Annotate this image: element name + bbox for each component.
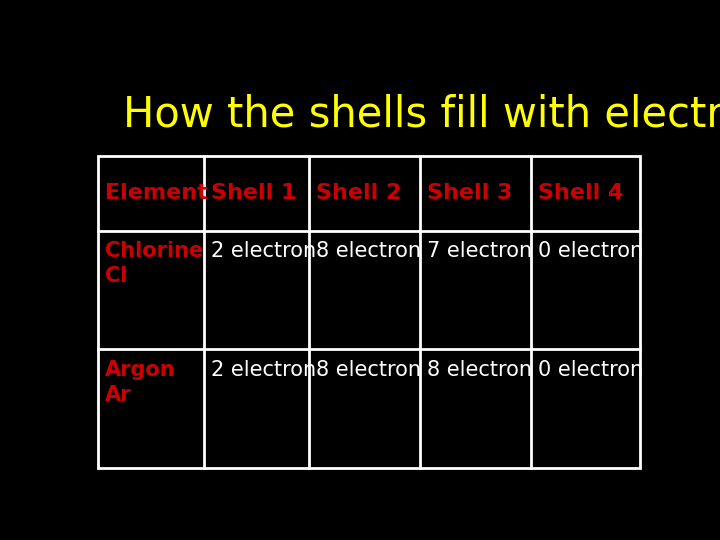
Text: 8 electron: 8 electron — [316, 241, 421, 261]
Text: 2 electron: 2 electron — [211, 241, 316, 261]
Text: Shell 2: Shell 2 — [316, 184, 402, 204]
Text: 2 electron: 2 electron — [211, 360, 316, 380]
Text: 8 electron: 8 electron — [427, 360, 532, 380]
Text: How the shells fill with electrons: How the shells fill with electrons — [124, 94, 720, 136]
Text: Argon
Ar: Argon Ar — [105, 360, 176, 404]
Text: Shell 4: Shell 4 — [538, 184, 624, 204]
Text: Element: Element — [105, 184, 208, 204]
Text: Chlorine
Cl: Chlorine Cl — [105, 241, 203, 286]
Text: 0 electron: 0 electron — [538, 241, 643, 261]
Text: 0 electron: 0 electron — [538, 360, 643, 380]
Text: 7 electron: 7 electron — [427, 241, 532, 261]
Text: Shell 3: Shell 3 — [427, 184, 513, 204]
Text: 8 electron: 8 electron — [316, 360, 421, 380]
Bar — [99, 156, 639, 468]
Text: Shell 1: Shell 1 — [211, 184, 296, 204]
